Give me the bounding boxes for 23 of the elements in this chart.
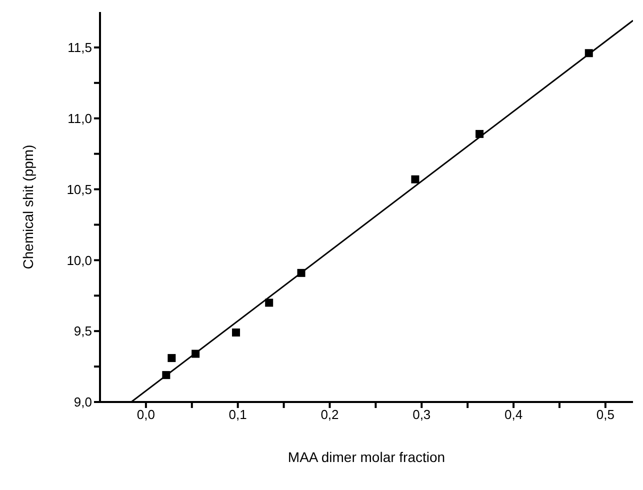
x-tick-label: 0,2 (320, 407, 339, 422)
x-tick-label: 0,5 (596, 407, 614, 422)
x-axis-title: MAA dimer molar fraction (288, 449, 446, 465)
point (232, 328, 240, 337)
x-tick-label: 0,4 (504, 407, 523, 422)
x-tick-label: 0,0 (136, 407, 155, 422)
y-tick-label: 10,0 (66, 252, 92, 268)
point (265, 298, 274, 307)
point (476, 130, 484, 138)
point (162, 371, 170, 380)
y-tick-label: 10,5 (66, 182, 92, 197)
x-tick-label: 0,3 (412, 407, 431, 422)
x-tick-label: 0,1 (228, 407, 247, 422)
y-tick-label: 9,5 (74, 324, 92, 339)
point (192, 350, 200, 358)
y-axis-title: Chemical shit (ppm) (20, 144, 36, 270)
y-tick-label: 11,0 (68, 110, 92, 126)
point (168, 354, 176, 362)
point (411, 175, 420, 184)
y-tick-label: 9,0 (74, 394, 92, 410)
point (297, 268, 306, 277)
y-tick-label: 11,5 (68, 40, 92, 56)
point (584, 49, 593, 58)
